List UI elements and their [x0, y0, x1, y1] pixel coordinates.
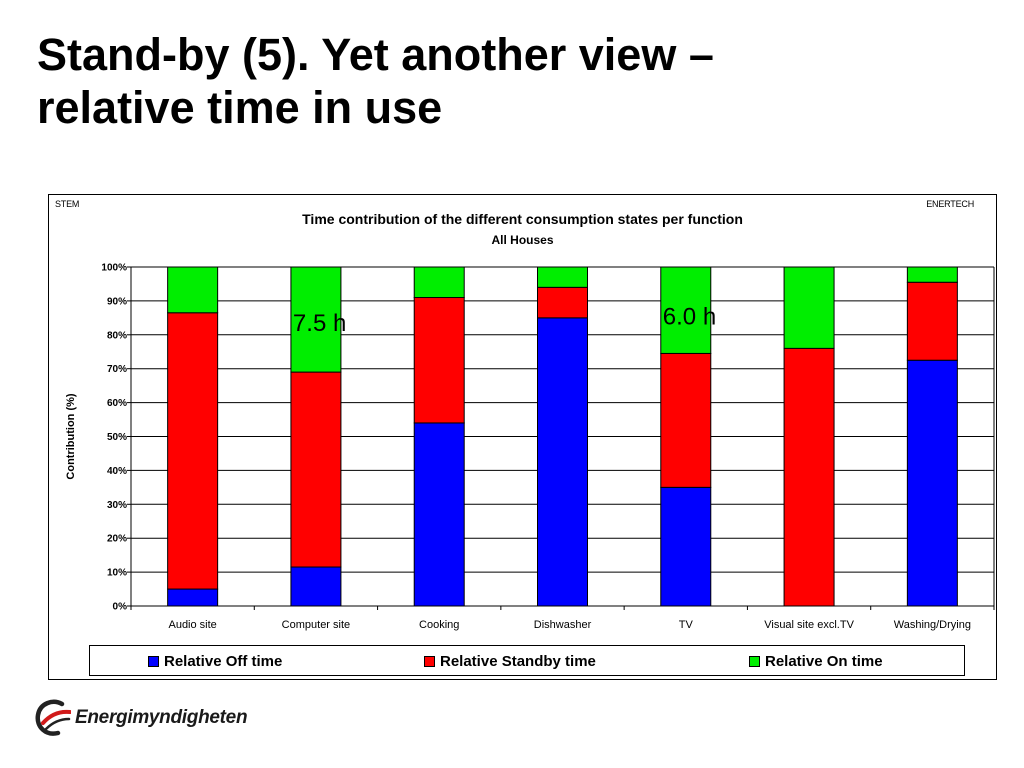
x-tick-label: Visual site excl.TV: [764, 619, 854, 631]
y-tick-label: 100%: [101, 263, 127, 274]
legend-swatch-off: [148, 656, 159, 667]
bar-segment: [906, 281, 958, 361]
chart-frame: STEM ENERTECH Time contribution of the d…: [48, 194, 997, 680]
chart-title: Time contribution of the different consu…: [302, 211, 743, 227]
bar-segment: [413, 297, 465, 424]
bar-segment: [660, 266, 712, 354]
y-tick-label: 90%: [107, 296, 127, 307]
x-tick-label: Washing/Drying: [894, 619, 971, 631]
logo-text: Energimyndigheten: [75, 707, 248, 728]
y-tick-label: 30%: [107, 500, 127, 511]
bar-segment: [290, 371, 342, 568]
bar-segment: [290, 266, 342, 373]
bar-segment: [413, 422, 465, 607]
legend-swatch-on: [749, 656, 760, 667]
legend-label-standby: Relative Standby time: [440, 653, 596, 670]
stem-label: STEM: [55, 199, 80, 209]
duration-annotation: 6.0 h: [663, 303, 716, 330]
bar-segment: [537, 286, 588, 319]
y-tick-label: 0%: [113, 602, 128, 613]
bar-segment: [660, 352, 712, 488]
bar-segment: [167, 588, 219, 607]
slide-title-line-2: relative time in use: [37, 82, 443, 133]
y-tick-label: 20%: [107, 534, 127, 545]
chart-legend: Relative Off time Relative Standby time …: [89, 645, 965, 676]
slide-title: Stand-by (5). Yet another view – relativ…: [37, 28, 937, 134]
x-tick-label: Cooking: [419, 619, 459, 631]
legend-item-standby: Relative Standby time: [424, 653, 596, 670]
bar-segment: [783, 266, 835, 349]
legend-item-off: Relative Off time: [148, 653, 282, 670]
bar-segment: [167, 312, 219, 590]
x-tick-label: Dishwasher: [534, 619, 592, 631]
x-tick-label: Computer site: [282, 619, 350, 631]
bar-segment: [537, 266, 588, 288]
chart-plot: 0% 10% 20% 30% 40% 50% 60% 70% 80% 90% 100% Contrib…: [65, 263, 995, 631]
y-tick-label: 10%: [107, 568, 127, 579]
y-axis-label: Contribution (%): [65, 393, 77, 479]
energimyndigheten-logo-icon: [35, 699, 71, 736]
bar-segment: [906, 359, 958, 607]
bar-segment: [906, 266, 958, 283]
y-tick-label: 80%: [107, 330, 127, 341]
legend-label-off: Relative Off time: [164, 653, 283, 670]
enertech-label: ENERTECH: [926, 199, 974, 209]
slide-title-line-1: Stand-by (5). Yet another view –: [37, 29, 714, 80]
y-tick-label: 60%: [107, 398, 127, 409]
x-tick-label: TV: [679, 619, 694, 631]
bar-segment: [167, 266, 219, 314]
chart-subtitle: All Houses: [491, 233, 554, 247]
energimyndigheten-logo: Energimyndigheten: [35, 698, 248, 738]
legend-swatch-standby: [424, 656, 435, 667]
y-tick-label: 70%: [107, 364, 127, 375]
bar-segment: [660, 486, 712, 607]
y-tick-label: 40%: [107, 466, 127, 477]
legend-label-on: Relative On time: [765, 653, 883, 670]
duration-annotation: 7.5 h: [293, 310, 346, 337]
bar-segment: [290, 566, 342, 607]
bar-segment: [537, 317, 588, 607]
legend-item-on: Relative On time: [749, 653, 883, 670]
y-tick-label: 50%: [107, 432, 127, 443]
bar-segment: [413, 266, 465, 299]
x-tick-label: Audio site: [168, 619, 216, 631]
bar-segment: [783, 347, 835, 607]
